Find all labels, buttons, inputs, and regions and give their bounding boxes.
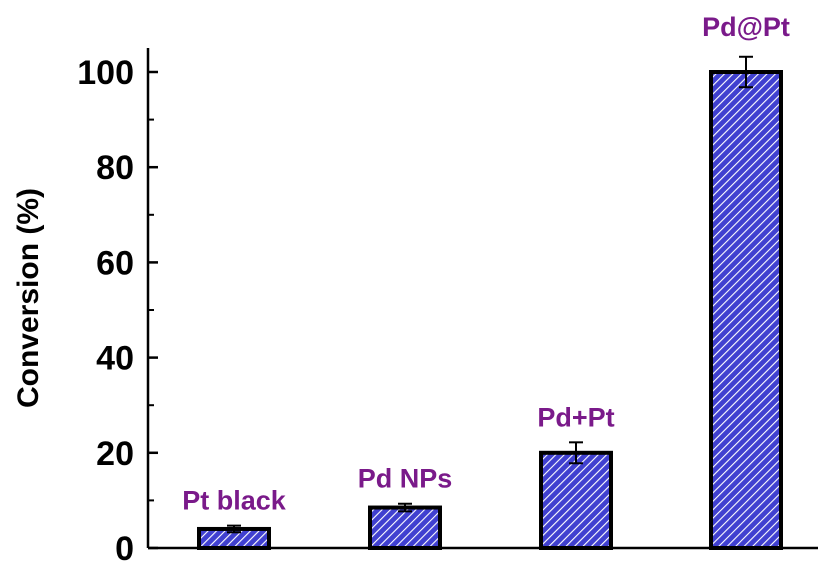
y-tick-label: 100 <box>77 54 134 92</box>
bar-pd-nps <box>368 505 442 551</box>
y-tick-label: 40 <box>96 340 134 378</box>
bar-label: Pd@Pt <box>702 12 790 42</box>
bar-label: Pd+Pt <box>537 402 614 432</box>
y-tick-label: 20 <box>96 435 134 473</box>
bars: Pt black Pd NPs Pd+Pt Pd@Pt <box>182 12 790 551</box>
bar-label: Pd NPs <box>358 464 453 494</box>
bar-pd-pt <box>709 70 783 550</box>
bar-pd-pt <box>539 450 613 550</box>
bar-label: Pt black <box>182 486 287 516</box>
y-axis-label: Conversion (%) <box>12 188 45 408</box>
y-tick-label: 80 <box>96 149 134 187</box>
y-tick-labels: 0 20 40 60 80 100 <box>77 54 134 561</box>
y-tick-label: 60 <box>96 244 134 282</box>
y-tick-label: 0 <box>115 530 134 561</box>
